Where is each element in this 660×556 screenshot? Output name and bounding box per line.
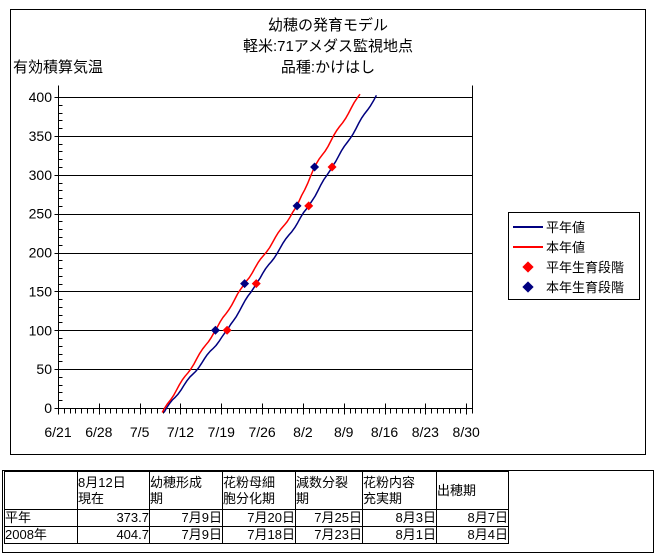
y-tick-label: 100 <box>29 322 53 338</box>
header-cell: 減数分裂 期 <box>295 471 363 510</box>
value-cell: 8月3日 <box>362 509 437 527</box>
legend-label: 平年値 <box>546 220 586 235</box>
x-tick-label: 8/9 <box>334 424 354 440</box>
value-cell: 7月9日 <box>149 526 223 544</box>
normal-year-line <box>163 94 378 413</box>
diamond-marker-icon <box>512 280 544 293</box>
chart-title-line-1: 幼穂の発育モデル <box>267 17 388 34</box>
header-cell: 幼穂形成 期 <box>149 471 223 510</box>
axes <box>54 85 473 415</box>
y-tick-label: 0 <box>44 400 52 416</box>
table-row: 平年 373.7 7月9日 7月20日 7月25日 8月3日 8月7日 <box>4 509 509 527</box>
diamond-marker-icon <box>292 201 302 211</box>
line-swatch-bar <box>513 245 543 248</box>
summary-table: 8月12日 現在 幼穂形成 期花粉母細 胞分化期 減数分裂 期花粉内容 充実期 出穂期… <box>4 471 509 544</box>
x-tick-label: 7/5 <box>130 424 150 440</box>
value-cell: 8月4日 <box>436 526 509 544</box>
chart-title: 幼穂の発育モデル 軽米:71アメダス監視地点 品種:かけはし <box>11 15 645 78</box>
value-cell: 404.7 <box>77 526 150 544</box>
table-row: 2008年 404.7 7月9日 7月18日 7月23日 8月1日 8月4日 <box>4 526 509 544</box>
y-tick-label: 150 <box>29 283 53 299</box>
y-tick-label: 200 <box>29 245 53 261</box>
x-tick-label: 6/28 <box>85 424 112 440</box>
tick-labels: 0 50 100 150 200 250 300 350 400 6/21 6/28 7/5 7/12 7… <box>29 89 480 440</box>
diamond-icon <box>522 280 534 293</box>
chart-title-line-3: 品種:かけはし <box>280 59 376 76</box>
x-tick-label: 8/16 <box>371 424 398 440</box>
header-cell <box>4 471 78 510</box>
x-tick-label: 6/21 <box>44 424 71 440</box>
plot-area: 0 50 100 150 200 250 300 350 400 6/21 6/28 7/5 7/12 7… <box>29 85 480 440</box>
header-cell: 8月12日 現在 <box>77 471 150 510</box>
row-label-cell: 平年 <box>4 509 78 527</box>
value-cell: 373.7 <box>77 509 150 527</box>
value-cell: 7月25日 <box>295 509 363 527</box>
legend-item-normal-year: 平年値 <box>512 217 638 237</box>
gridlines <box>58 97 473 370</box>
legend: 平年値本年値平年生育段階 本年生育段階 <box>508 212 640 300</box>
chart-title-line-2: 軽米:71アメダス監視地点 <box>242 38 414 55</box>
diamond-marker-icon <box>327 162 337 172</box>
line-swatch-bar <box>513 225 543 228</box>
diamond-marker-icon <box>210 325 220 335</box>
normal-year-stages-markers <box>222 162 337 335</box>
line-swatch <box>512 245 544 248</box>
summary-panel: 8月12日 現在 幼穂形成 期花粉母細 胞分化期 減数分裂 期花粉内容 充実期 出穂期… <box>2 470 654 553</box>
y-tick-label: 400 <box>29 89 53 105</box>
y-axis-title: 有効積算気温 <box>13 59 104 76</box>
legend-item-current-year-stages: 本年生育段階 <box>512 277 638 297</box>
legend-label: 平年生育段階 <box>546 260 625 275</box>
header-cell: 出穂期 <box>436 471 509 510</box>
diamond-marker-icon <box>304 201 314 211</box>
diamond-marker-icon <box>240 279 250 289</box>
y-tick-label: 250 <box>29 206 53 222</box>
diamond-icon <box>522 260 534 273</box>
value-cell: 8月7日 <box>436 509 509 527</box>
current-year-stages-markers <box>210 162 320 335</box>
diamond-marker-icon <box>310 162 320 172</box>
legend-label: 本年値 <box>546 240 586 255</box>
diamond-marker-icon <box>222 325 232 335</box>
legend-label: 本年生育段階 <box>546 280 625 295</box>
diamond-marker-icon <box>512 260 544 273</box>
line-swatch <box>512 225 544 228</box>
x-tick-label: 8/23 <box>412 424 439 440</box>
value-cell: 7月9日 <box>149 509 223 527</box>
x-tick-label: 8/30 <box>453 424 480 440</box>
diamond-marker-icon <box>251 279 261 289</box>
x-tick-label: 7/26 <box>248 424 275 440</box>
value-cell: 7月20日 <box>222 509 296 527</box>
current-year-line <box>161 93 361 413</box>
y-tick-label: 300 <box>29 167 53 183</box>
header-cell: 花粉内容 充実期 <box>362 471 437 510</box>
value-cell: 7月23日 <box>295 526 363 544</box>
legend-item-current-year: 本年値 <box>512 237 638 257</box>
value-cell: 7月18日 <box>222 526 296 544</box>
y-tick-label: 50 <box>36 361 52 377</box>
value-cell: 8月1日 <box>362 526 437 544</box>
x-tick-label: 7/12 <box>167 424 194 440</box>
legend-item-normal-year-stages: 平年生育段階 <box>512 257 638 277</box>
header-cell: 花粉母細 胞分化期 <box>222 471 296 510</box>
x-tick-label: 7/19 <box>208 424 235 440</box>
row-label-cell: 2008年 <box>4 526 78 544</box>
y-tick-label: 350 <box>29 128 53 144</box>
table-header-row: 8月12日 現在 幼穂形成 期花粉母細 胞分化期 減数分裂 期花粉内容 充実期 出穂期 <box>4 471 509 510</box>
x-tick-label: 8/2 <box>293 424 313 440</box>
